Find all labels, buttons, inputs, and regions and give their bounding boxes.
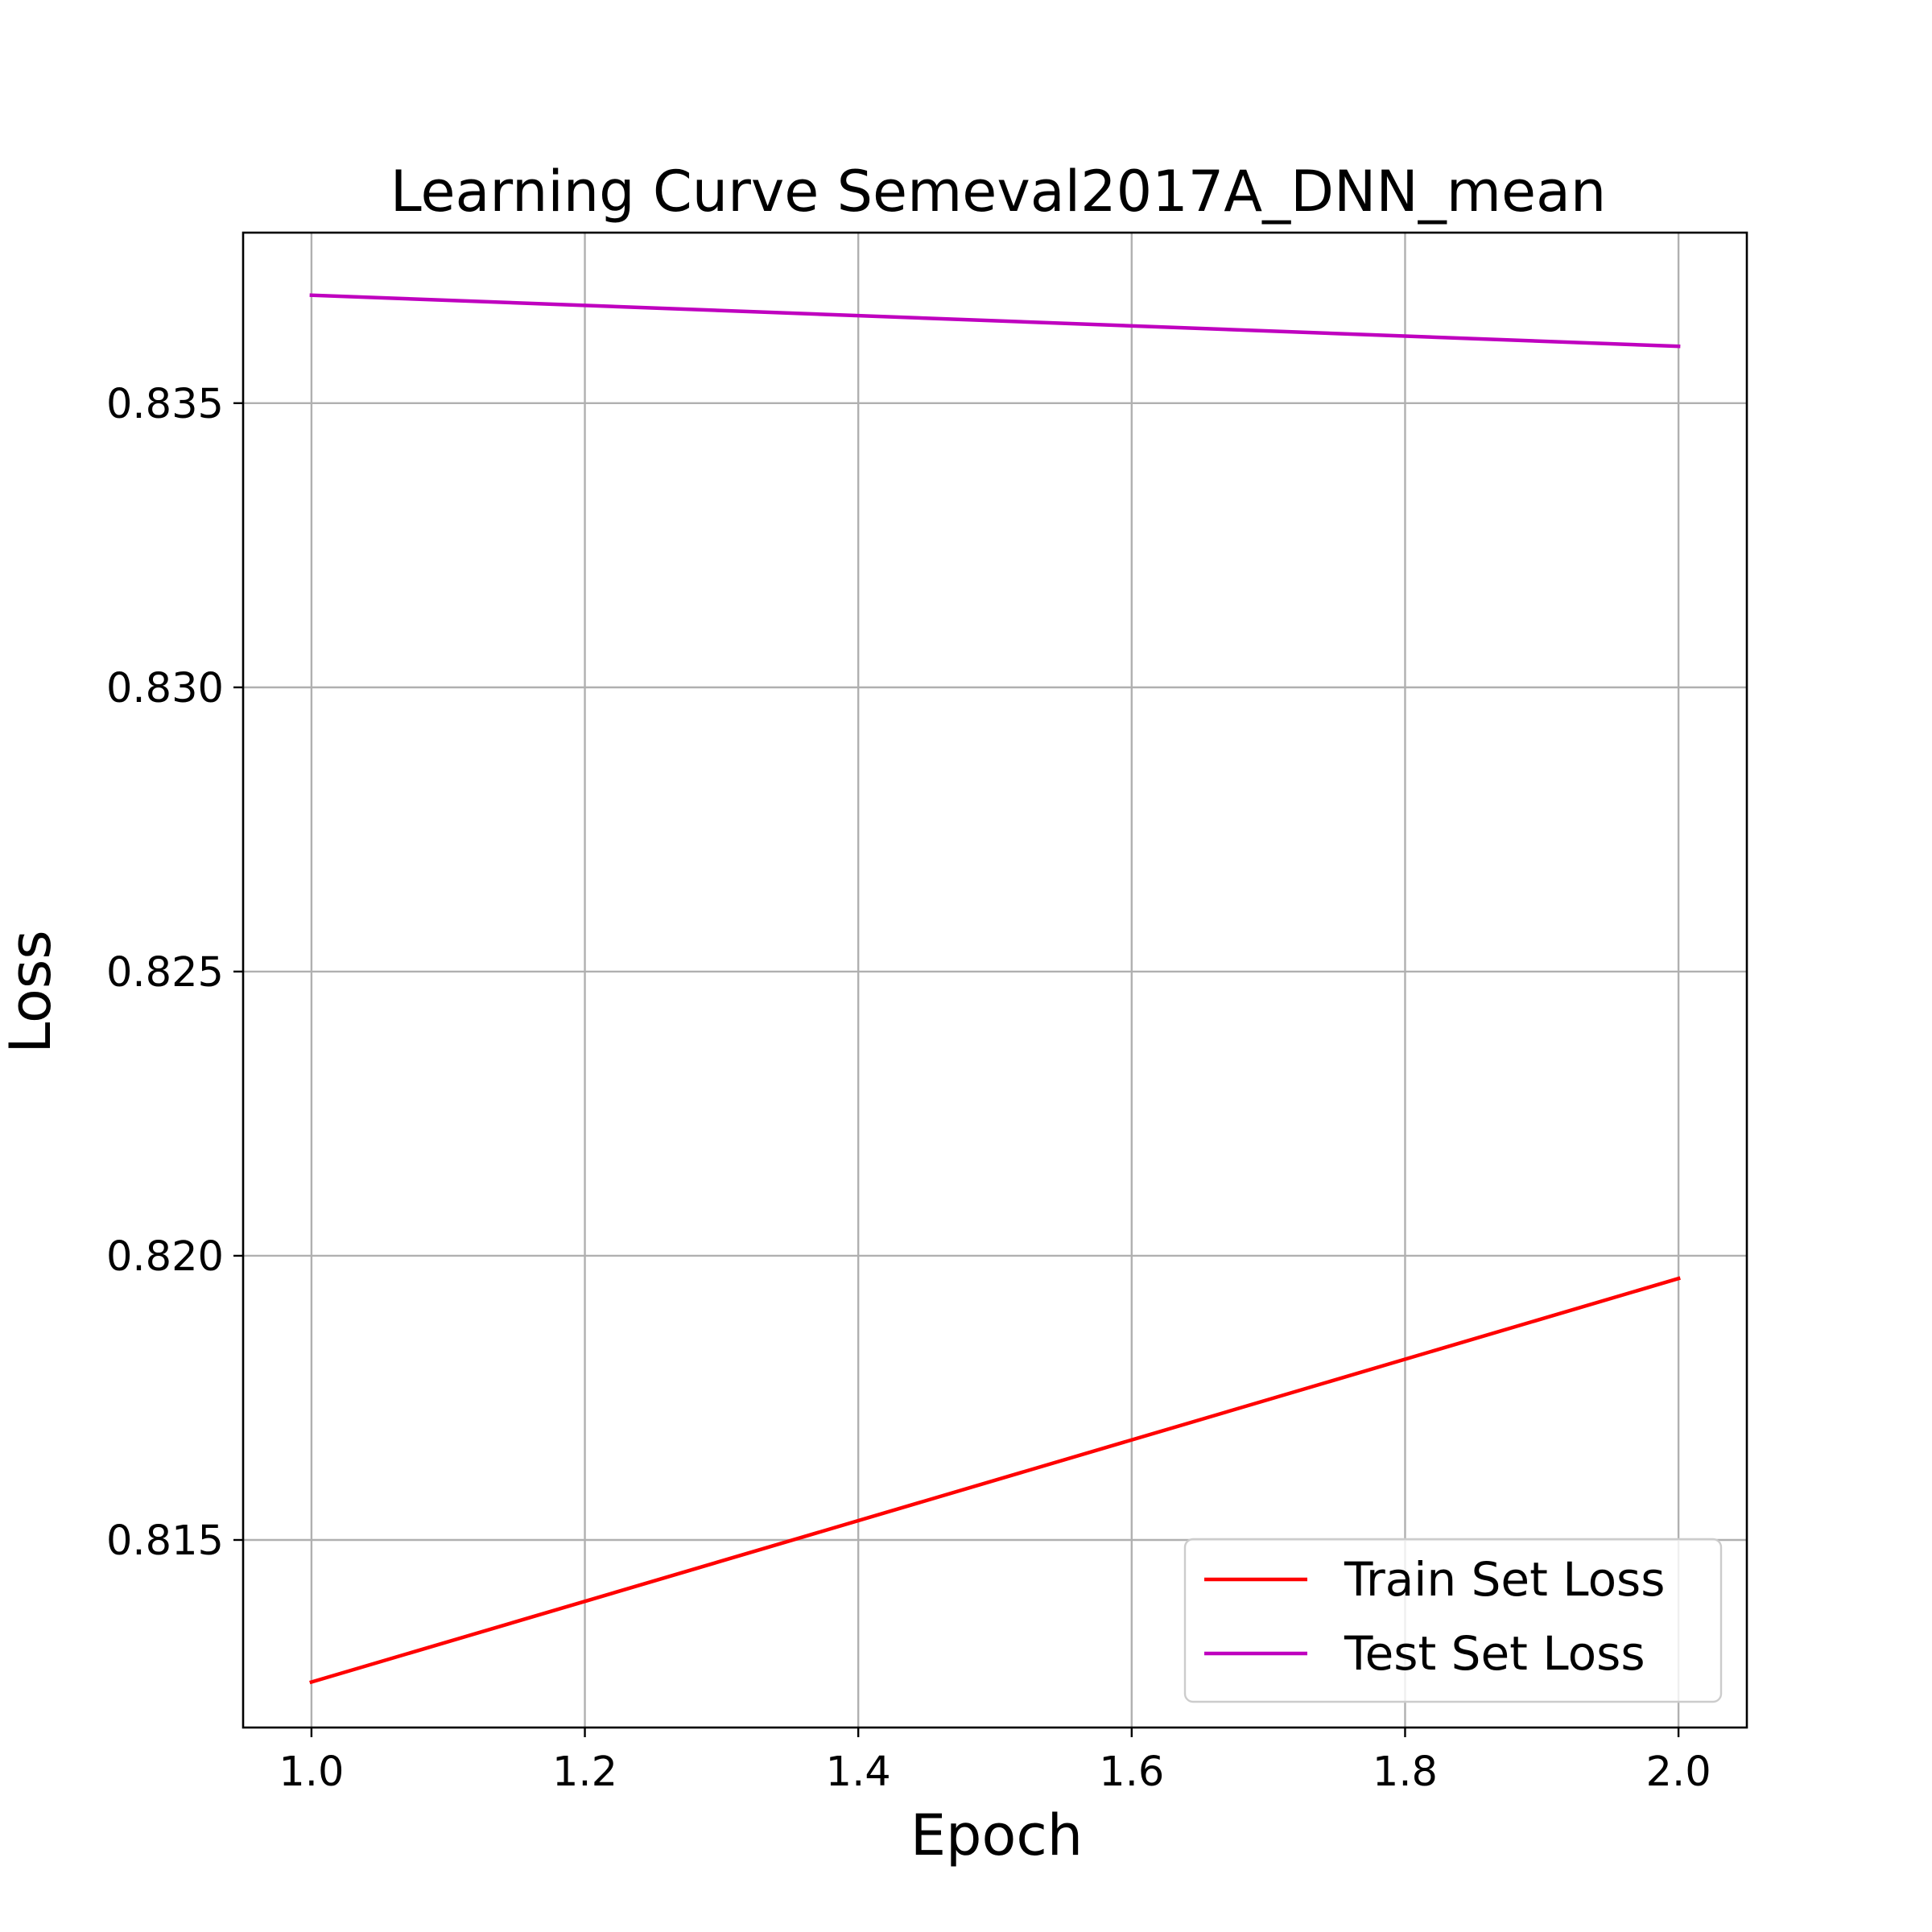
y-tick-label: 0.820	[106, 1233, 224, 1281]
series-lines	[309, 293, 1681, 1685]
y-tick-label: 0.835	[106, 381, 224, 428]
x-tick-label: 2.0	[1646, 1748, 1711, 1796]
y-tick-label: 0.830	[106, 665, 224, 712]
legend-box	[1183, 1538, 1723, 1703]
grid-lines	[243, 233, 1747, 1728]
x-tick-label: 1.0	[279, 1748, 344, 1796]
y-axis-label: Loss	[0, 930, 64, 1054]
series-line-train-set-loss	[309, 1276, 1681, 1685]
x-tick-label: 1.6	[1099, 1748, 1164, 1796]
chart-title: Learning Curve Semeval2017A_DNN_mean	[390, 159, 1607, 225]
x-tick-label: 1.2	[552, 1748, 617, 1796]
y-tick-label: 0.825	[106, 949, 224, 997]
axes-frame	[242, 231, 1748, 1729]
legend-label: Train Set Loss	[1344, 1552, 1666, 1607]
series-line-test-set-loss	[309, 293, 1681, 349]
legend: Train Set Loss Test Set Loss	[1183, 1538, 1723, 1703]
x-tick-label: 1.8	[1373, 1748, 1438, 1796]
x-axis-label: Epoch	[910, 1802, 1083, 1868]
x-tick-label: 1.4	[826, 1748, 891, 1796]
y-tick-label: 0.815	[106, 1517, 224, 1565]
axis-ticks: 1.0 1.2 1.4 1.6 1.8 2.0 0.815 0.820 0.825 0.830 0.…	[106, 381, 1711, 1796]
legend-label: Test Set Loss	[1344, 1626, 1645, 1681]
